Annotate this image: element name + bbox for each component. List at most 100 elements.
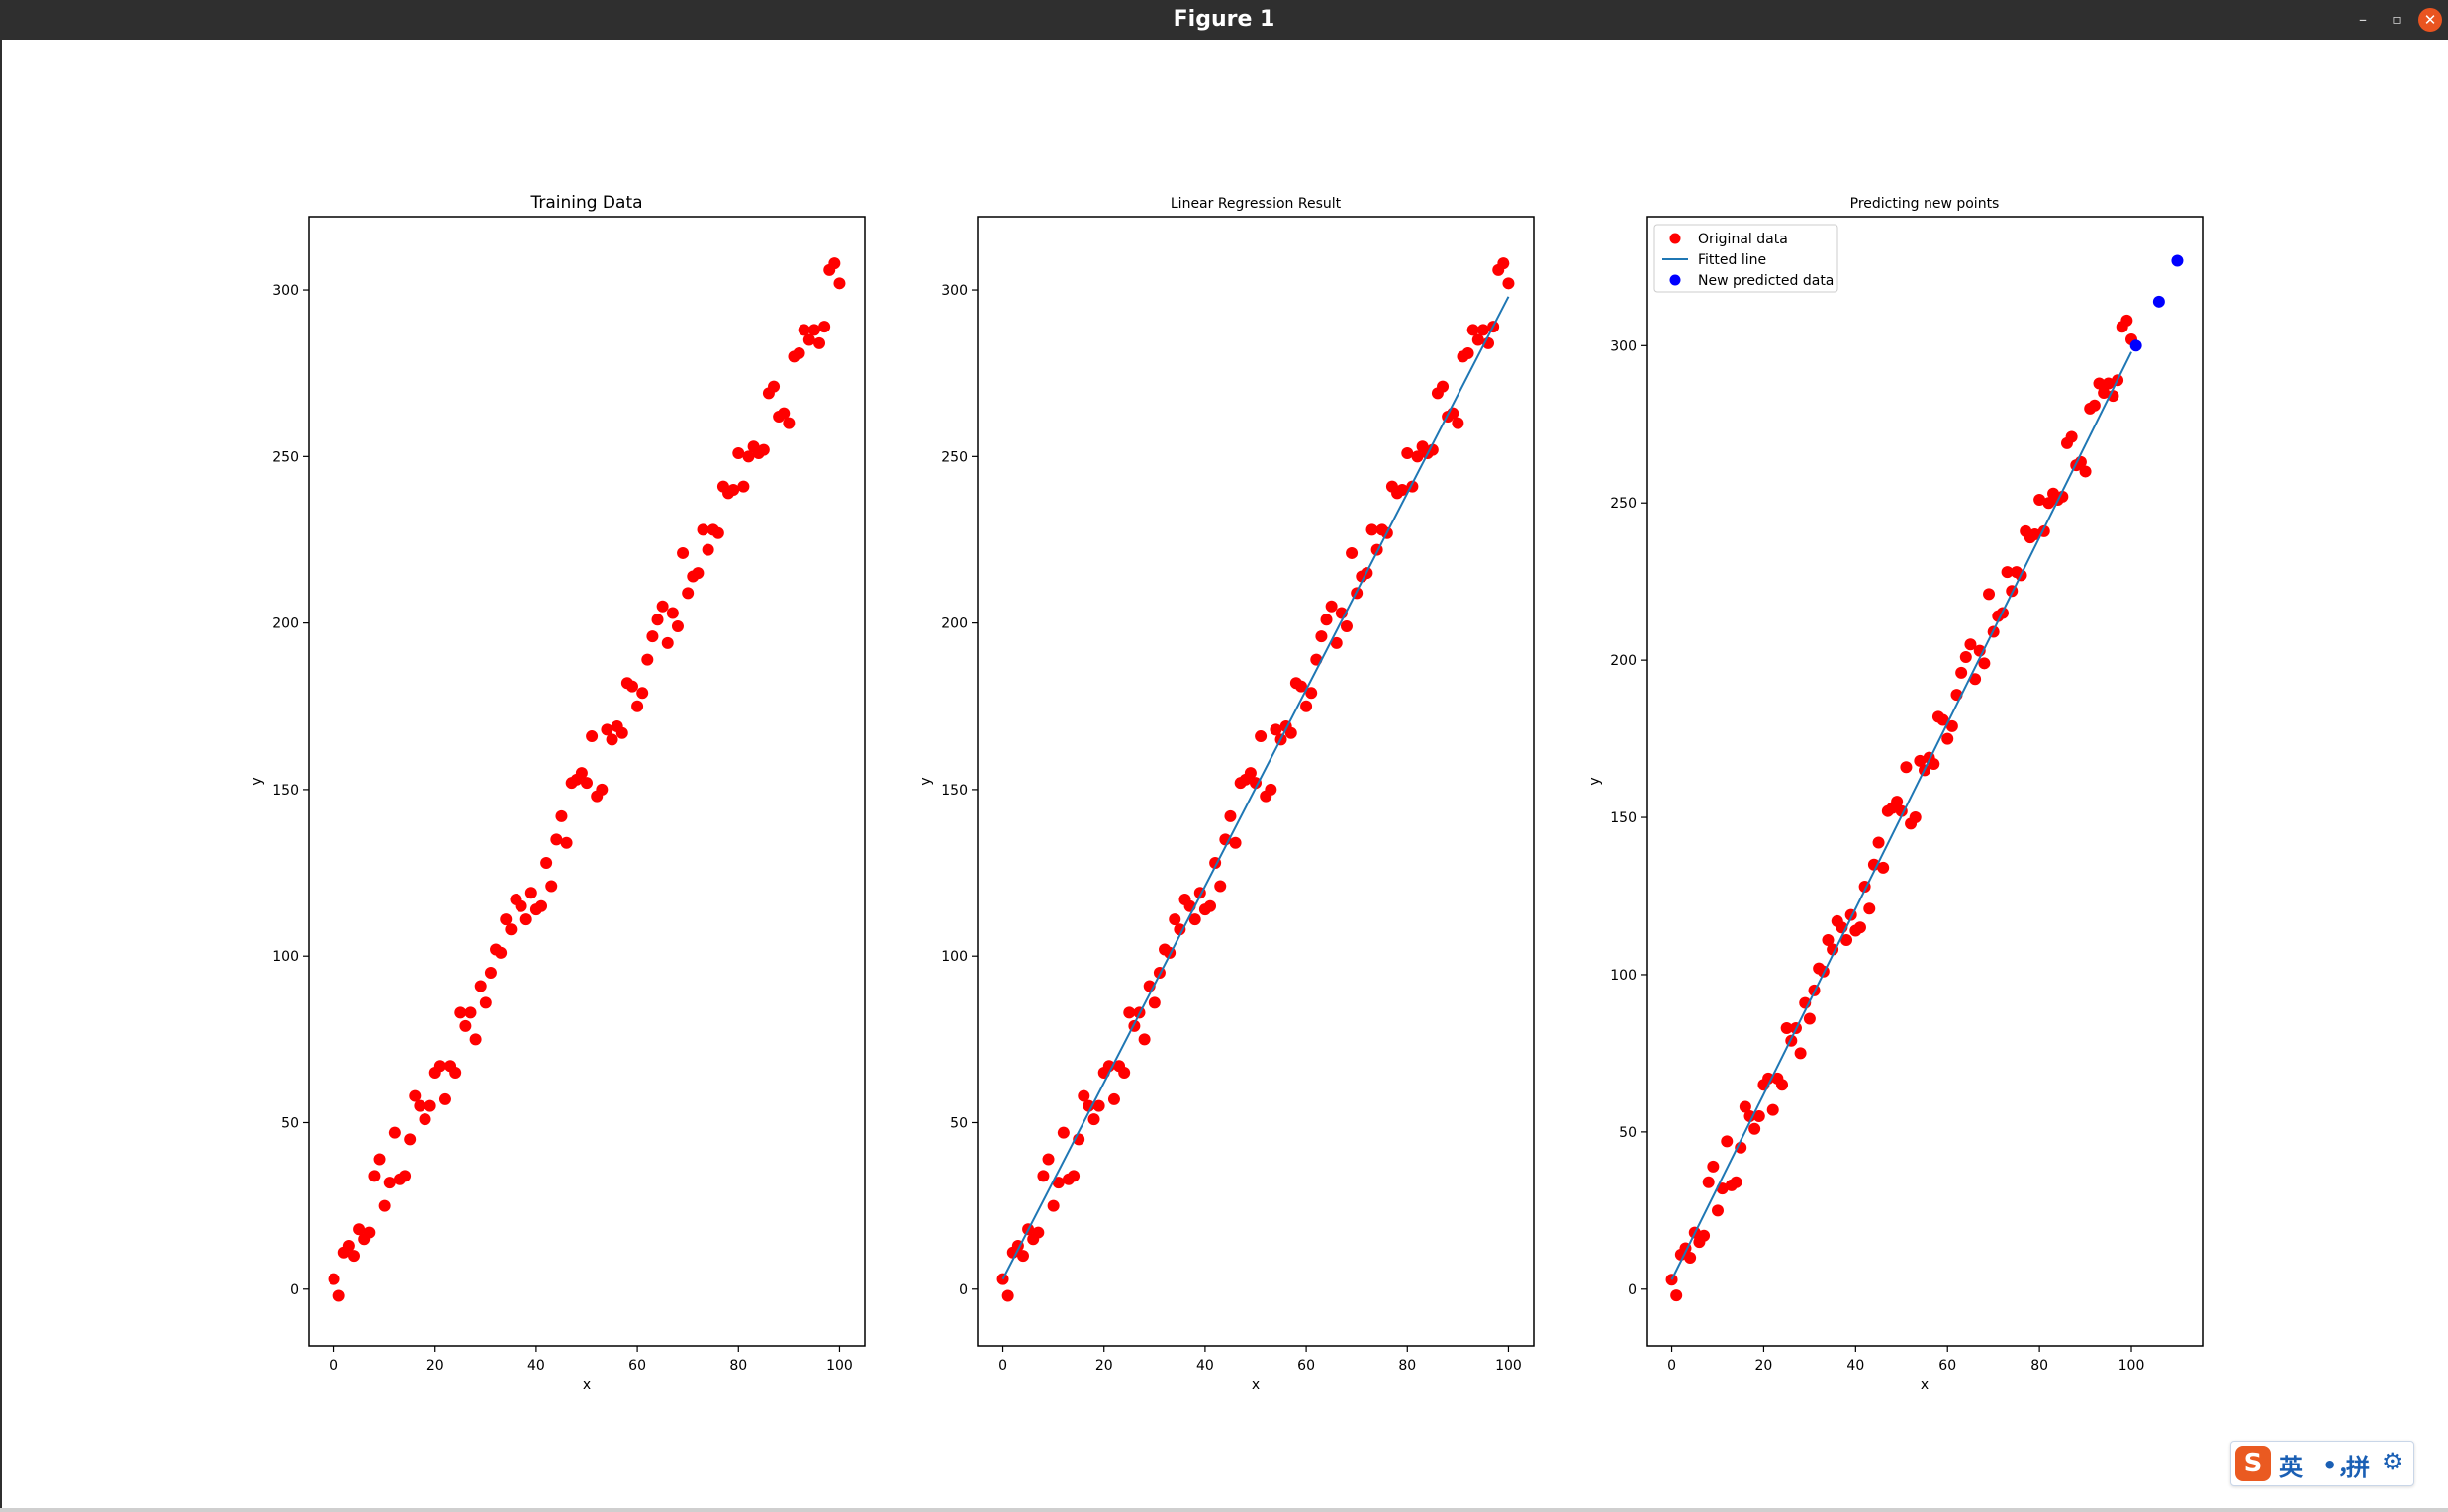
data-point: [2056, 490, 2069, 503]
data-point: [631, 700, 644, 712]
data-point: [1900, 761, 1913, 774]
data-point: [433, 1060, 446, 1073]
y-tick-label: 50: [950, 1115, 968, 1131]
data-point: [449, 1067, 462, 1080]
y-tick-label: 300: [272, 283, 299, 299]
data-point: [601, 723, 613, 736]
data-point: [1794, 1047, 1807, 1060]
data-point: [625, 680, 638, 693]
data-point: [793, 346, 805, 359]
ime-language-toggle[interactable]: 英: [2279, 1454, 2303, 1481]
data-point: [615, 726, 628, 739]
data-point: [1461, 346, 1474, 359]
ime-punctuation-toggle[interactable]: •，: [2322, 1452, 2362, 1479]
x-tick-label: 40: [1846, 1358, 1864, 1373]
data-point: [661, 636, 674, 649]
data-point: [1255, 730, 1268, 743]
window-bottom-border: [0, 1508, 2448, 1512]
data-point: [454, 1006, 467, 1019]
data-point: [519, 913, 532, 926]
data-point: [1914, 754, 1927, 767]
y-axis-label: y: [918, 777, 934, 785]
data-point: [1169, 913, 1181, 926]
data-point: [1042, 1153, 1055, 1166]
y-tick-label: 300: [1610, 338, 1637, 354]
data-point: [2093, 377, 2106, 390]
data-point: [1305, 687, 1318, 700]
data-point: [807, 324, 820, 336]
ime-pinyin-mode[interactable]: 拼: [2346, 1454, 2370, 1481]
data-point: [1840, 934, 1853, 947]
data-point: [641, 653, 654, 666]
data-point: [1204, 899, 1217, 912]
data-point: [524, 887, 537, 899]
data-point: [1684, 1252, 1697, 1265]
y-tick-label: 250: [272, 449, 299, 465]
data-point: [646, 630, 659, 643]
data-point: [606, 733, 618, 746]
data-point: [1270, 723, 1282, 736]
y-tick-label: 250: [941, 449, 968, 465]
data-point: [1315, 630, 1328, 643]
data-point: [757, 443, 770, 456]
data-point: [1780, 1021, 1793, 1034]
data-point: [2088, 399, 2101, 412]
data-point: [727, 483, 740, 496]
data-point: [1502, 277, 1515, 290]
data-point: [1959, 650, 1972, 663]
data-point: [1776, 1079, 1789, 1091]
plot-area: [1646, 216, 2204, 1347]
data-point: [1466, 324, 1479, 336]
x-tick-label: 40: [527, 1358, 545, 1373]
close-button[interactable]: ✕: [2418, 8, 2442, 32]
data-point: [1452, 417, 1464, 429]
data-point: [783, 417, 796, 429]
x-axis-label: x: [1252, 1377, 1260, 1393]
minimize-button[interactable]: –: [2359, 10, 2367, 29]
data-point: [1188, 913, 1201, 926]
data-point: [1300, 700, 1313, 712]
data-point: [636, 687, 649, 700]
data-point: [575, 767, 588, 780]
data-point: [464, 1006, 477, 1019]
y-axis-label: y: [249, 777, 265, 785]
x-tick-label: 80: [2030, 1358, 2048, 1373]
legend-box: [1653, 224, 1838, 293]
y-axis-label: y: [1587, 777, 1603, 785]
data-point: [1032, 1226, 1045, 1239]
data-point: [535, 899, 548, 912]
data-point: [1068, 1170, 1081, 1182]
chart-title: Training Data: [529, 193, 642, 213]
data-point: [1078, 1089, 1090, 1102]
data-point: [737, 480, 750, 493]
data-point: [1437, 380, 1450, 393]
ime-logo[interactable]: S: [2235, 1446, 2271, 1481]
chart-title: Linear Regression Result: [1171, 196, 1342, 212]
data-point: [697, 523, 709, 536]
y-tick-label: 250: [1610, 496, 1637, 512]
x-tick-label: 80: [729, 1358, 747, 1373]
data-point: [1365, 523, 1378, 536]
data-point: [495, 946, 508, 959]
data-point: [1265, 783, 1277, 796]
ime-toolbar[interactable]: S 英 •， 拼 ⚙: [2230, 1441, 2414, 1486]
data-point: [1752, 1109, 1765, 1122]
data-point: [1214, 880, 1227, 893]
legend-label: Fitted line: [1698, 252, 1766, 268]
data-point: [586, 730, 599, 743]
data-point: [1909, 811, 1922, 824]
data-point: [671, 619, 684, 632]
legend-label: Original data: [1698, 232, 1788, 247]
data-point: [342, 1240, 355, 1253]
x-tick-label: 100: [826, 1358, 853, 1373]
maximize-button[interactable]: ▫: [2392, 12, 2401, 28]
data-point: [1401, 446, 1414, 459]
ime-settings-icon[interactable]: ⚙: [2382, 1448, 2403, 1475]
data-point: [484, 967, 497, 980]
data-point: [1001, 1289, 1014, 1302]
x-axis-label: x: [1921, 1377, 1929, 1393]
data-point: [328, 1273, 340, 1285]
data-point: [651, 614, 664, 626]
data-point: [1721, 1135, 1734, 1148]
data-point: [332, 1289, 345, 1302]
